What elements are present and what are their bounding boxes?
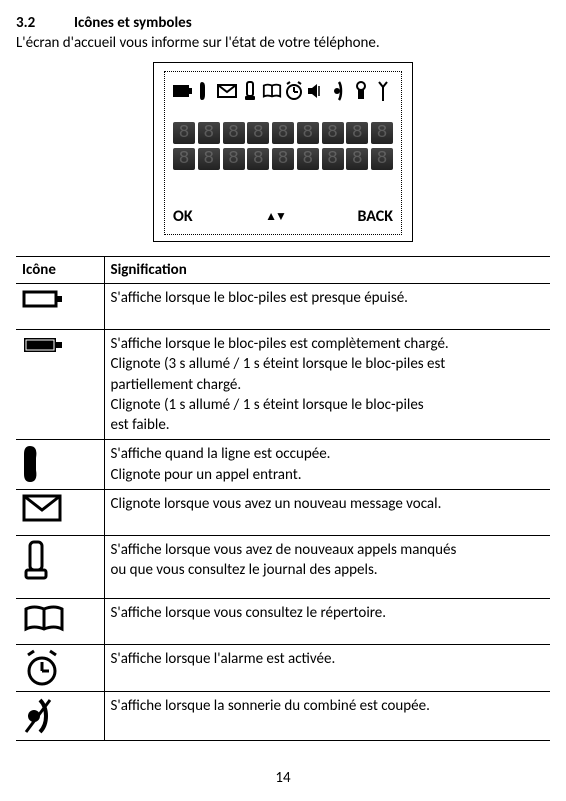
row-desc: S'affiche lorsque le bloc-piles est pres… bbox=[104, 284, 550, 330]
section-heading: 3.2 Icônes et symboles bbox=[16, 14, 550, 32]
row-desc: S'affiche lorsque vous avez de nouveaux … bbox=[104, 535, 550, 599]
alarm-icon bbox=[16, 645, 104, 692]
icons-table: Icône Signification S'affiche lorsque le… bbox=[16, 256, 550, 741]
section-number: 3.2 bbox=[16, 14, 74, 32]
page-number: 14 bbox=[16, 769, 550, 787]
handset-icon bbox=[240, 81, 260, 101]
phone-icon bbox=[195, 81, 215, 101]
table-row: S'affiche lorsque le bloc-piles est pres… bbox=[16, 284, 550, 330]
row-desc: S'affiche lorsque la sonnerie du combiné… bbox=[104, 692, 550, 741]
mute-icon bbox=[16, 692, 104, 741]
mute-icon bbox=[329, 81, 349, 101]
softkey-back: BACK bbox=[357, 207, 393, 226]
handset-icon bbox=[16, 535, 104, 599]
book-icon bbox=[16, 599, 104, 645]
section-title: Icônes et symboles bbox=[74, 14, 192, 32]
table-header-row: Icône Signification bbox=[16, 257, 550, 284]
table-row: S'affiche lorsque vous avez de nouveaux … bbox=[16, 535, 550, 599]
intro-text: L'écran d'accueil vous informe sur l'éta… bbox=[16, 34, 550, 52]
header-icon: Icône bbox=[16, 257, 104, 284]
table-row: S'affiche lorsque la sonnerie du combiné… bbox=[16, 692, 550, 741]
alarm-icon bbox=[284, 81, 304, 101]
battery-low-icon bbox=[16, 284, 104, 330]
row-desc: S'affiche quand la ligne est occupée. Cl… bbox=[104, 440, 550, 490]
screen-outer: OK ▲▼ BACK bbox=[153, 62, 413, 242]
header-meaning: Signification bbox=[104, 257, 550, 284]
segment-display bbox=[173, 122, 393, 170]
battery-full-icon bbox=[173, 81, 193, 101]
table-row: S'affiche lorsque l'alarme est activée. bbox=[16, 645, 550, 692]
row-desc: S'affiche lorsque vous consultez le répe… bbox=[104, 599, 550, 645]
table-row: Clignote lorsque vous avez un nouveau me… bbox=[16, 489, 550, 535]
table-row: S'affiche lorsque vous consultez le répe… bbox=[16, 599, 550, 645]
table-row: S'affiche lorsque le bloc-piles est comp… bbox=[16, 330, 550, 440]
screen-inner: OK ▲▼ BACK bbox=[164, 71, 402, 235]
lock-icon bbox=[351, 81, 371, 101]
screen-figure: OK ▲▼ BACK bbox=[16, 62, 550, 242]
status-icon-row bbox=[173, 78, 393, 104]
envelope-icon bbox=[16, 489, 104, 535]
table-row: S'affiche quand la ligne est occupée. Cl… bbox=[16, 440, 550, 490]
phone-icon bbox=[16, 440, 104, 490]
antenna-icon bbox=[373, 81, 393, 101]
book-icon bbox=[262, 81, 282, 101]
row-desc: S'affiche lorsque l'alarme est activée. bbox=[104, 645, 550, 692]
softkey-ok: OK bbox=[173, 207, 193, 226]
row-desc: S'affiche lorsque le bloc-piles est comp… bbox=[104, 330, 550, 440]
speaker-icon bbox=[306, 81, 326, 101]
nav-arrows: ▲▼ bbox=[265, 209, 285, 224]
softkey-row: OK ▲▼ BACK bbox=[173, 207, 393, 226]
row-desc: Clignote lorsque vous avez un nouveau me… bbox=[104, 489, 550, 535]
envelope-icon bbox=[217, 81, 237, 101]
battery-full-icon bbox=[16, 330, 104, 440]
